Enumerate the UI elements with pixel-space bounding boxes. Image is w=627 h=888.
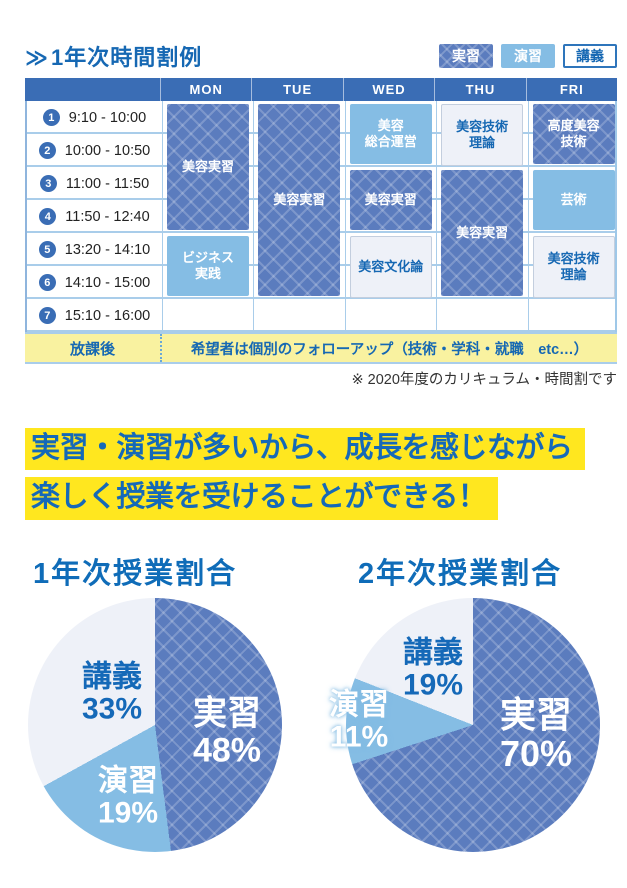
slice-percent: 33% [81, 693, 143, 726]
day-header-mon: MON [160, 78, 251, 101]
legend-chip-enshu: 演習 [501, 44, 555, 68]
timetable-header-row: MON TUE WED THU FRI [25, 78, 617, 101]
class-block-mon-business: ビジネス 実践 [167, 236, 249, 296]
period-time: 15:10 - 16:00 [64, 307, 151, 324]
period-5: 5 13:20 - 14:10 [27, 233, 162, 266]
headline-line2: 楽しく授業を受けることができる！ [25, 477, 499, 520]
class-block-fri-koudogijutsu: 高度美容 技術 [532, 104, 615, 164]
period-number-badge: 3 [39, 175, 57, 192]
period-number-badge: 1 [42, 109, 60, 126]
chevrons-icon: ≫ [25, 45, 50, 70]
period-time: 9:10 - 10:00 [68, 109, 147, 126]
legend-chip-jisshu: 実習 [439, 44, 493, 68]
legend: 実習 演習 講義 [439, 44, 617, 68]
slice-label-jisshu: 実習 70% [499, 694, 573, 774]
after-school-text: 希望者は個別のフォローアップ（技術・学科・就職 etc…） [160, 334, 617, 362]
curriculum-note: ※ 2020年度のカリキュラム・時間割です [351, 372, 618, 388]
period-7: 7 15:10 - 16:00 [27, 299, 162, 332]
slice-percent: 48% [192, 731, 262, 769]
column-wed: 美容 総合運営 美容実習 美容文化論 [344, 101, 436, 332]
period-number-badge: 5 [38, 241, 56, 258]
column-thu: 美容技術 理論 美容実習 [436, 101, 527, 332]
period-2: 2 10:00 - 10:50 [27, 134, 162, 167]
header-spacer [25, 78, 160, 101]
period-number-badge: 2 [38, 142, 56, 159]
chart2-title: 2年次授業割合 [358, 558, 563, 590]
after-school-row: 放課後 希望者は個別のフォローアップ（技術・学科・就職 etc…） [25, 332, 617, 364]
day-header-wed: WED [342, 78, 434, 101]
slice-label-jisshu: 実習 48% [193, 695, 261, 768]
after-school-label: 放課後 [69, 340, 115, 358]
slice-name: 演習 [329, 688, 389, 722]
slice-name: 実習 [499, 694, 572, 736]
period-number-badge: 6 [38, 274, 56, 291]
chart1-title: 1年次授業割合 [33, 558, 238, 590]
class-block-thu-biyoujisshu: 美容実習 [441, 170, 524, 296]
pie-chart-year2: 実習 70% 演習 11% 講義 19% [329, 598, 600, 852]
time-column: 1 9:10 - 10:00 2 10:00 - 10:50 3 11:00 - 11… [27, 101, 162, 332]
slice-name: 演習 [97, 764, 158, 798]
page-title: ≫1年次時間割例 [25, 40, 202, 72]
class-block-fri-geijutsu: 芸術 [532, 170, 615, 230]
class-block-wed-sougouunei: 美容 総合運営 [349, 104, 432, 164]
period-1: 1 9:10 - 10:00 [27, 101, 162, 134]
day-header-tue: TUE [251, 78, 342, 101]
day-header-fri: FRI [525, 78, 617, 101]
legend-chip-kougi: 講義 [563, 44, 617, 68]
day-header-thu: THU [434, 78, 525, 101]
period-time: 11:50 - 12:40 [65, 208, 150, 225]
column-mon: 美容実習 ビジネス 実践 [162, 101, 253, 332]
slice-name: 実習 [193, 694, 261, 733]
period-4: 4 11:50 - 12:40 [27, 200, 162, 233]
period-time: 14:10 - 15:00 [64, 274, 151, 291]
period-3: 3 11:00 - 11:50 [27, 167, 162, 200]
slice-percent: 19% [97, 797, 159, 830]
slice-name: 講義 [81, 660, 142, 694]
slice-percent: 19% [402, 669, 464, 702]
page-title-text: 1年次時間割例 [51, 45, 203, 70]
period-number-badge: 4 [39, 208, 57, 225]
class-block-thu-gijutsuriron: 美容技術 理論 [441, 104, 524, 166]
class-block-mon-biyoujisshu: 美容実習 [167, 104, 249, 230]
slice-label-enshu: 演習 19% [97, 764, 159, 831]
class-block-tue-biyoujisshu: 美容実習 [258, 104, 341, 296]
slice-label-kougi: 講義 33% [81, 660, 143, 727]
column-tue: 美容実習 [253, 101, 344, 332]
period-time: 13:20 - 14:10 [64, 241, 151, 258]
headline-line1: 実習・演習が多いから、成長を感じながら [25, 428, 585, 471]
period-number-badge: 7 [38, 307, 56, 324]
slice-label-kougi: 講義 19% [402, 636, 464, 703]
period-6: 6 14:10 - 15:00 [27, 266, 162, 299]
class-block-wed-bunkaron: 美容文化論 [349, 236, 432, 298]
pie-chart-year1: 実習 48% 演習 19% 講義 33% [28, 598, 282, 852]
slice-percent: 70% [499, 733, 573, 774]
timetable: MON TUE WED THU FRI 1 9:10 - 10:00 2 10:00… [25, 78, 617, 364]
class-block-wed-biyoujisshu: 美容実習 [349, 170, 432, 230]
slice-name: 講義 [402, 636, 463, 670]
slice-percent: 11% [329, 721, 389, 754]
timetable-body: 1 9:10 - 10:00 2 10:00 - 10:50 3 11:00 - 11… [25, 101, 617, 332]
column-fri: 高度美容 技術 芸術 美容技術 理論 [527, 101, 619, 332]
period-time: 10:00 - 10:50 [64, 142, 151, 159]
class-block-fri-gijutsuriron: 美容技術 理論 [532, 236, 615, 298]
slice-label-enshu: 演習 11% [329, 688, 389, 755]
period-time: 11:00 - 11:50 [65, 175, 150, 192]
headline: 実習・演習が多いから、成長を感じながら 楽しく授業を受けることができる！ [25, 428, 585, 527]
